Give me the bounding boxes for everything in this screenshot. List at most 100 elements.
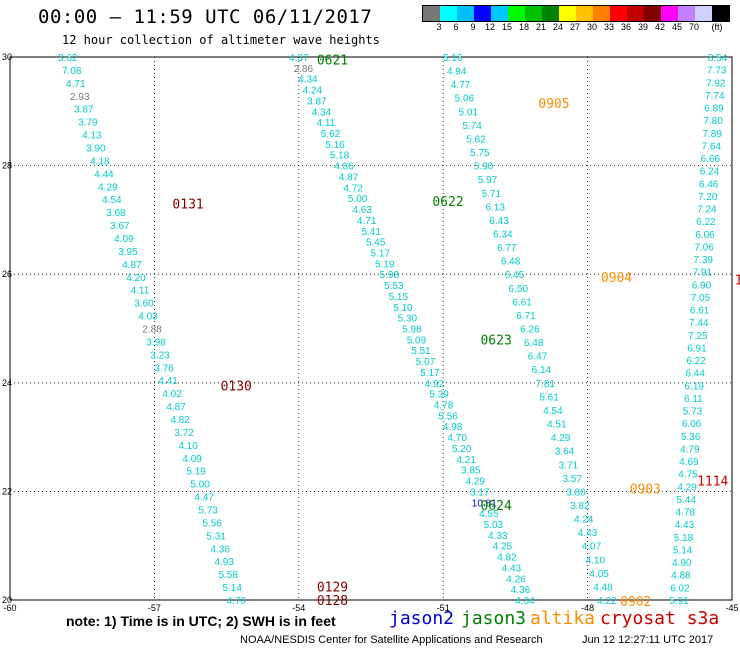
- wave-height-value: 6.90: [692, 280, 712, 291]
- color-scale-tick: 3: [436, 22, 442, 32]
- wave-height-value: 5.18: [674, 533, 694, 544]
- wave-height-value: 4.47: [194, 493, 214, 504]
- wave-height-value: 6.06: [695, 230, 715, 241]
- color-swatch: [712, 6, 729, 21]
- color-swatch: [491, 6, 508, 21]
- y-tick-label: 22: [2, 486, 12, 496]
- wave-height-value: 7.81: [536, 379, 556, 390]
- wave-height-value: 6.66: [701, 154, 721, 165]
- pass-time-label: 0903: [630, 483, 661, 498]
- pass-time-label: 0621: [317, 54, 348, 69]
- wave-height-value: 3.71: [559, 460, 579, 471]
- wave-height-value: 6.61: [512, 297, 532, 308]
- pass-time-label: 0624: [480, 499, 511, 514]
- wave-height-value: 4.04: [515, 596, 535, 607]
- color-swatch: [474, 6, 491, 21]
- wave-height-value: 5.74: [462, 121, 482, 132]
- x-tick-label: -51: [437, 603, 450, 613]
- color-swatch: [525, 6, 542, 21]
- wave-height-value: 6.48: [524, 338, 544, 349]
- wave-height-value: 6.61: [690, 306, 710, 317]
- color-scale-tick: 39: [637, 22, 649, 32]
- color-swatch: [457, 6, 474, 21]
- color-scale-tick: (ft): [711, 22, 723, 32]
- wave-height-value: 7.20: [698, 192, 718, 203]
- color-scale-tick: 30: [586, 22, 598, 32]
- wave-height-value: 5.39: [429, 390, 449, 401]
- wave-height-value: 4.79: [680, 444, 700, 455]
- wave-height-value: 4.72: [343, 183, 363, 194]
- wave-height-value: 4.25: [493, 542, 513, 553]
- color-scale-tick: 21: [535, 22, 547, 32]
- wave-height-value: 5.15: [389, 292, 409, 303]
- wave-height-value: 6.34: [493, 229, 513, 240]
- wave-height-value: 7.24: [697, 205, 717, 216]
- legend-entry-altika: altika: [530, 608, 596, 629]
- wave-height-value: 4.03: [138, 312, 158, 323]
- wave-height-value: 4.55: [479, 509, 499, 520]
- wave-height-value: 4.37: [289, 53, 309, 64]
- footer-timestamp: Jun 12 12:27:11 UTC 2017: [582, 634, 714, 646]
- x-tick-label: -48: [581, 603, 594, 613]
- color-swatch: [678, 6, 695, 21]
- color-swatch: [593, 6, 610, 21]
- wave-height-value: 4.29: [466, 477, 486, 488]
- wave-height-value: 6.71: [516, 311, 536, 322]
- wave-height-value: 3.62: [58, 53, 78, 64]
- wave-height-value: 4.29: [98, 182, 118, 193]
- wave-height-value: 5.45: [366, 238, 386, 249]
- color-scale-tick: 27: [569, 22, 581, 32]
- wave-height-value: 5.17: [371, 248, 391, 259]
- y-tick-label: 20: [2, 595, 12, 605]
- wave-height-value: 2.93: [70, 92, 90, 103]
- color-scale-tick: 24: [552, 22, 564, 32]
- wave-height-value: 3.23: [150, 350, 170, 361]
- wave-height-value: 4.34: [298, 75, 318, 86]
- wave-height-value: 5.31: [206, 531, 226, 542]
- wave-height-value: 6.19: [685, 381, 705, 392]
- wave-height-value: 5.98: [402, 325, 422, 336]
- color-swatch: [644, 6, 661, 21]
- color-swatch: [661, 6, 678, 21]
- wave-height-value: 5.14: [673, 545, 693, 556]
- wave-height-value: 4.82: [170, 415, 190, 426]
- pass-time-label: 0905: [538, 97, 569, 112]
- wave-height-value: 5.56: [202, 518, 222, 529]
- color-swatch: [440, 6, 457, 21]
- wave-height-value: 3.87: [307, 96, 327, 107]
- wave-height-value: 6.43: [489, 216, 509, 227]
- footer-credit: NOAA/NESDIS Center for Satellite Applica…: [240, 634, 543, 646]
- wave-height-value: 7.39: [693, 255, 713, 266]
- x-tick-label: -54: [292, 603, 305, 613]
- color-swatch: [542, 6, 559, 21]
- wave-height-value: 2.86: [294, 64, 314, 75]
- wave-height-value: 3.57: [562, 474, 582, 485]
- x-tick-label: -57: [148, 603, 161, 613]
- wave-height-value: 5.73: [198, 506, 218, 517]
- wave-height-value: 6.14: [532, 365, 552, 376]
- wave-height-value: 4.09: [114, 234, 134, 245]
- wave-height-value: 4.13: [82, 131, 102, 142]
- wave-height-value: 4.24: [303, 86, 323, 97]
- wave-height-value: 5.03: [484, 520, 504, 531]
- wave-height-value: 5.73: [683, 407, 703, 418]
- wave-height-value: 4.22: [597, 596, 617, 607]
- color-swatch: [576, 6, 593, 21]
- wave-height-value: 4.43: [675, 520, 695, 531]
- color-scale-tick: 12: [484, 22, 496, 32]
- wave-height-value: 4.88: [671, 571, 691, 582]
- wave-height-value: 6.02: [670, 583, 690, 594]
- wave-height-value: 5.09: [407, 335, 427, 346]
- wave-height-value: 7.25: [688, 331, 708, 342]
- color-swatch: [610, 6, 627, 21]
- wave-height-value: 5.75: [470, 148, 490, 159]
- color-scale-tick: 18: [518, 22, 530, 32]
- wave-height-value: 7.73: [707, 66, 727, 77]
- wave-height-value: 5.97: [478, 175, 498, 186]
- wave-height-value: 5.44: [676, 495, 696, 506]
- wave-height-value: 4.29: [677, 482, 697, 493]
- wave-height-value: 7.05: [691, 293, 711, 304]
- color-scale-tick: 42: [654, 22, 666, 32]
- wave-height-value: 6.50: [509, 284, 529, 295]
